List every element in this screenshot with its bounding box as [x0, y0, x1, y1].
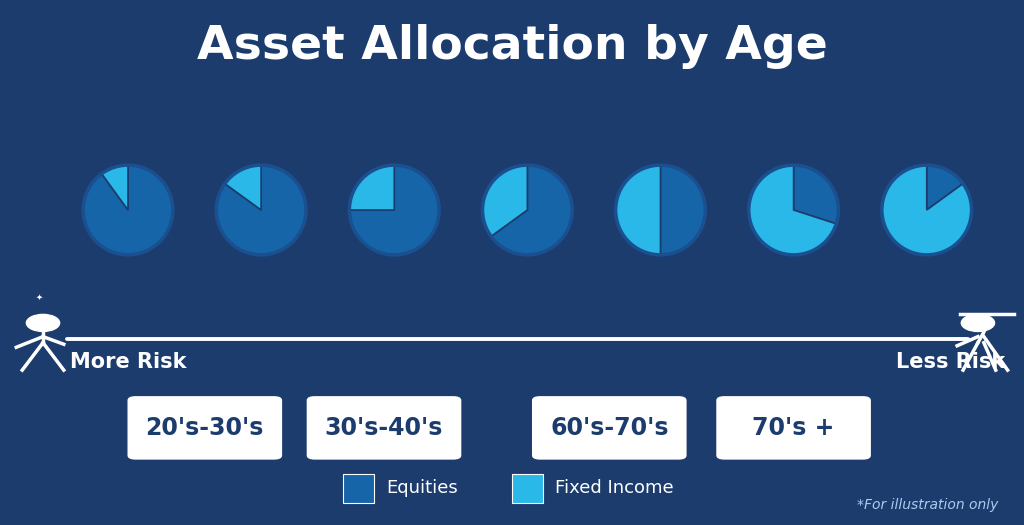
Text: 20's-30's: 20's-30's: [145, 416, 264, 440]
FancyBboxPatch shape: [512, 474, 543, 503]
Wedge shape: [482, 165, 527, 236]
FancyBboxPatch shape: [127, 396, 283, 460]
Text: ✦: ✦: [36, 292, 42, 301]
Wedge shape: [216, 165, 306, 255]
Wedge shape: [749, 165, 837, 255]
Text: *For illustration only: *For illustration only: [857, 498, 998, 512]
Wedge shape: [794, 165, 839, 224]
Circle shape: [962, 314, 994, 331]
Wedge shape: [83, 165, 173, 255]
FancyBboxPatch shape: [343, 474, 374, 503]
Wedge shape: [927, 165, 963, 210]
Wedge shape: [225, 165, 261, 210]
Wedge shape: [882, 165, 972, 255]
Circle shape: [27, 314, 59, 331]
FancyBboxPatch shape: [307, 396, 461, 460]
Wedge shape: [101, 165, 128, 210]
Text: Less Risk: Less Risk: [896, 352, 1006, 372]
Wedge shape: [615, 165, 660, 255]
Text: Asset Allocation by Age: Asset Allocation by Age: [197, 24, 827, 69]
Text: 60's-70's: 60's-70's: [550, 416, 669, 440]
Wedge shape: [492, 165, 572, 255]
Text: Equities: Equities: [386, 479, 458, 497]
Text: 30's-40's: 30's-40's: [325, 416, 443, 440]
FancyBboxPatch shape: [717, 396, 870, 460]
Wedge shape: [660, 165, 706, 255]
Text: Fixed Income: Fixed Income: [555, 479, 674, 497]
Text: More Risk: More Risk: [70, 352, 186, 372]
FancyBboxPatch shape: [532, 396, 686, 460]
Text: 70's +: 70's +: [753, 416, 835, 440]
Wedge shape: [349, 165, 394, 210]
Wedge shape: [349, 165, 439, 255]
